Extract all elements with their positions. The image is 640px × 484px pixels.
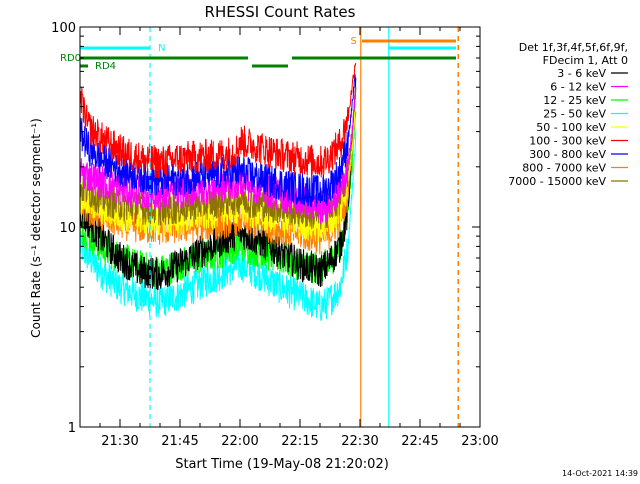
legend-label-5: 100 - 300 keV <box>529 135 606 148</box>
x-tick-label-5: 22:45 <box>401 434 438 449</box>
legend-label-2: 12 - 25 keV <box>543 94 606 107</box>
timestamp: 14-Oct-2021 14:39 <box>562 469 638 478</box>
legend-label-3: 25 - 50 keV <box>543 108 606 121</box>
legend-label-1: 6 - 12 keV <box>550 81 606 94</box>
x-tick-label-2: 22:00 <box>221 434 258 449</box>
legend-header-line-2: FDecim 1, Att 0 <box>543 54 628 67</box>
y-tick-label-0: 1 <box>68 421 76 436</box>
legend-header-line-1: Det 1f,3f,4f,5f,6f,9f, <box>519 41 628 54</box>
x-tick-label-1: 21:45 <box>161 434 198 449</box>
legend-label-6: 300 - 800 keV <box>529 148 606 161</box>
flag-label-n: N <box>158 43 165 54</box>
axes: 21:30 21:45 22:00 22:15 22:30 22:45 23:00 1 10 10… <box>51 21 499 449</box>
y-axis-label: Count Rate (s⁻¹ detector segment⁻¹) <box>29 118 43 338</box>
chart-title: RHESSI Count Rates <box>205 3 356 21</box>
flag-label-rd0: RD0 <box>60 53 81 64</box>
plot-area <box>79 27 459 427</box>
legend-label-4: 50 - 100 keV <box>536 121 606 134</box>
series-line-5 <box>79 62 357 179</box>
flag-bars: RD0 RD4 N S <box>60 36 456 72</box>
legend-label-7: 800 - 7000 keV <box>522 162 606 175</box>
legend-label-0: 3 - 6 keV <box>557 67 606 80</box>
series-line-3 <box>79 131 357 321</box>
flag-label-s: S <box>350 36 356 47</box>
flag-label-rd4: RD4 <box>95 61 116 72</box>
legend-label-8: 7000 - 15000 keV <box>508 175 606 188</box>
series-line-0 <box>79 77 357 291</box>
y-tick-label-2: 100 <box>51 21 76 36</box>
x-tick-label-4: 22:30 <box>341 434 378 449</box>
x-axis-label: Start Time (19-May-08 21:20:02) <box>175 457 389 472</box>
x-tick-label-0: 21:30 <box>101 434 138 449</box>
x-tick-label-6: 23:00 <box>461 434 498 449</box>
x-tick-label-3: 22:15 <box>281 434 318 449</box>
y-tick-label-1: 10 <box>59 221 76 236</box>
